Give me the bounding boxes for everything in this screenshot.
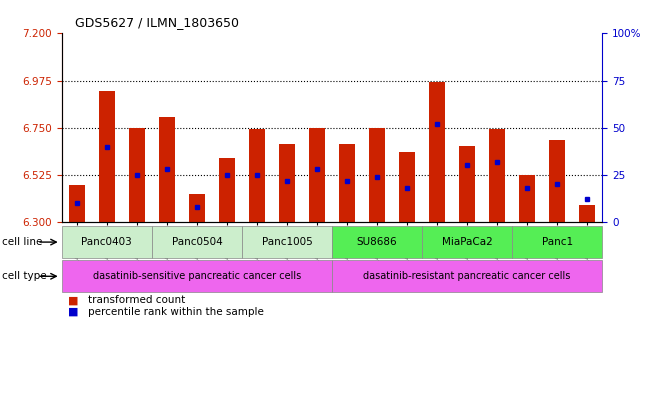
Bar (429, 82, 445, 222)
Bar (62, 260, 332, 292)
Bar (242, 226, 332, 258)
Bar (512, 226, 602, 258)
Bar (368, 128, 385, 222)
Bar (159, 117, 175, 222)
Bar (339, 145, 355, 222)
Bar (219, 158, 235, 222)
Bar (249, 129, 265, 222)
Text: Panc1005: Panc1005 (262, 237, 312, 247)
Bar (549, 140, 566, 222)
Bar (399, 152, 415, 222)
Bar (459, 145, 475, 222)
Text: ■: ■ (68, 295, 79, 305)
Bar (279, 145, 296, 222)
Text: SU8686: SU8686 (357, 237, 397, 247)
Text: cell type: cell type (2, 271, 47, 281)
Text: MiaPaCa2: MiaPaCa2 (442, 237, 492, 247)
Bar (68, 185, 85, 222)
Bar (189, 194, 205, 222)
Text: Panc0504: Panc0504 (172, 237, 222, 247)
Bar (519, 175, 535, 222)
Text: percentile rank within the sample: percentile rank within the sample (88, 307, 264, 317)
Bar (489, 129, 505, 222)
Bar (579, 205, 596, 222)
Bar (62, 226, 152, 258)
Text: ■: ■ (68, 307, 79, 317)
Bar (129, 128, 145, 222)
Text: dasatinib-resistant pancreatic cancer cells: dasatinib-resistant pancreatic cancer ce… (363, 271, 571, 281)
Text: Panc1: Panc1 (542, 237, 573, 247)
Bar (98, 91, 115, 222)
Text: dasatinib-sensitive pancreatic cancer cells: dasatinib-sensitive pancreatic cancer ce… (93, 271, 301, 281)
Text: cell line: cell line (2, 237, 42, 247)
Bar (152, 226, 242, 258)
Bar (422, 226, 512, 258)
Bar (332, 226, 422, 258)
Text: GDS5627 / ILMN_1803650: GDS5627 / ILMN_1803650 (75, 17, 239, 29)
Bar (309, 128, 326, 222)
Bar (332, 260, 602, 292)
Text: transformed count: transformed count (88, 295, 185, 305)
Text: Panc0403: Panc0403 (81, 237, 132, 247)
